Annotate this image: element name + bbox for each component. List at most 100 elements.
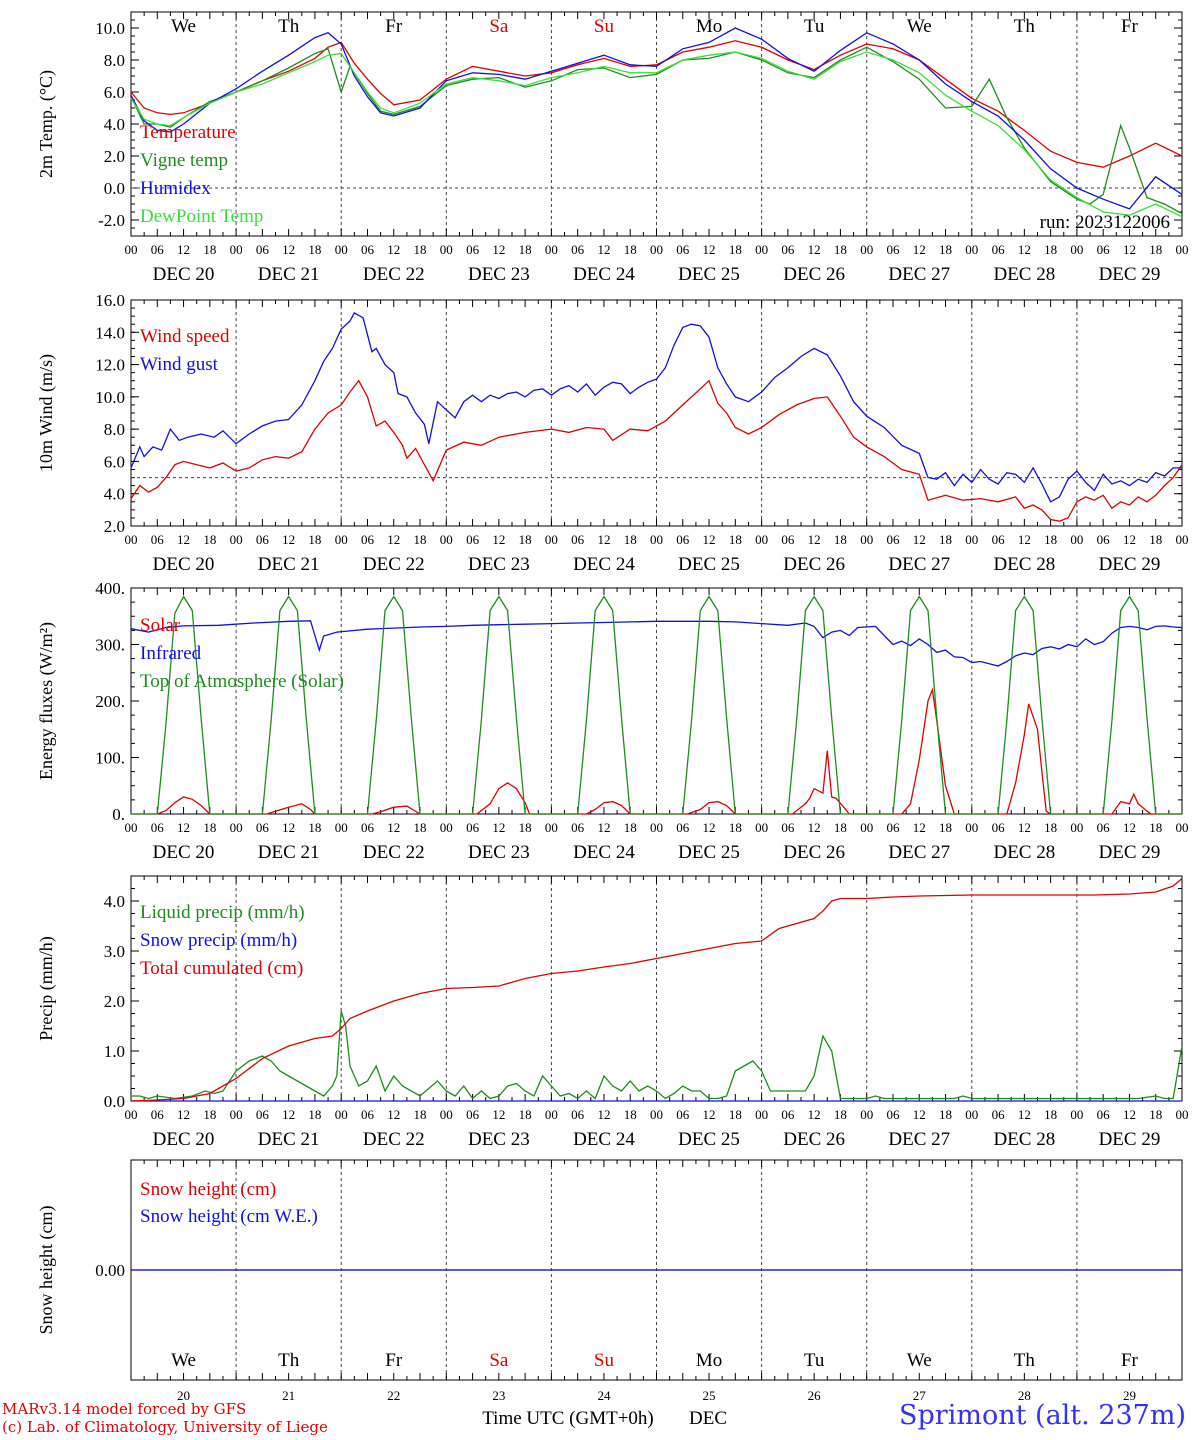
hour-tick-label: 06 [781,242,795,257]
hour-tick-label: 12 [913,532,926,547]
day-of-week-label: Th [1014,1350,1036,1371]
day-of-week-label: Fr [385,16,403,37]
hour-tick-label: 00 [1176,532,1189,547]
hour-tick-label: 00 [335,1107,348,1122]
hour-tick-label: 06 [361,820,375,835]
date-label: DEC 26 [783,264,845,285]
hour-tick-label: 06 [571,242,585,257]
hour-tick-label: 00 [230,1107,243,1122]
hour-tick-label: 00 [650,242,663,257]
panel-5: 0.00 Snow height (cm) Snow height (cm) Snow… [36,1159,1183,1429]
date-label: DEC 23 [468,264,530,285]
hour-tick-label: 06 [466,242,480,257]
hour-tick-label: 00 [125,242,138,257]
hour-tick-label: 00 [230,242,243,257]
hour-tick-label: 06 [571,1107,585,1122]
hour-tick-label: 06 [151,820,165,835]
date-label: DEC 29 [1099,264,1161,285]
hour-tick-label: 06 [256,1107,270,1122]
day-number-label: 27 [913,1388,927,1403]
hour-tick-label: 18 [624,820,637,835]
y-tick-label: 14.0 [95,323,125,342]
series-line [131,687,1182,815]
hour-tick-label: 12 [492,1107,505,1122]
hour-tick-label: 12 [282,1107,295,1122]
y-tick-label: 2.0 [104,992,125,1011]
hour-tick-label: 06 [256,532,270,547]
hour-tick-label: 00 [335,820,348,835]
hour-tick-label: 12 [387,532,400,547]
legend-entry: Total cumulated (cm) [140,958,303,979]
day-of-week-label: We [907,1350,932,1371]
y-tick-label: 4.0 [104,485,125,504]
y-tick-label: 6.0 [104,83,125,102]
y-axis-title: Precip (mm/h) [36,936,57,1040]
hour-tick-label: 18 [939,1107,952,1122]
hour-tick-label: 18 [1149,820,1162,835]
legend-entry: Wind speed [140,326,230,347]
y-tick-label: 3.0 [104,942,125,961]
hour-tick-label: 18 [414,1107,427,1122]
date-label: DEC 21 [258,264,320,285]
hour-tick-label: 00 [1070,1107,1083,1122]
hour-tick-label: 12 [1018,242,1031,257]
hour-tick-label: 12 [282,242,295,257]
hour-tick-label: 00 [440,242,453,257]
day-number-label: 25 [703,1388,716,1403]
hour-tick-label: 12 [808,820,821,835]
hour-tick-label: 12 [913,820,926,835]
model-credit: MARv3.14 model forced by GFS (c) Lab. of… [2,1400,328,1436]
hour-tick-label: 06 [151,532,165,547]
y-tick-label: 8.0 [104,51,125,70]
hour-tick-label: 06 [1097,532,1111,547]
hour-tick-label: 12 [703,532,716,547]
hour-tick-label: 00 [860,820,873,835]
hour-tick-label: 06 [1097,820,1111,835]
hour-tick-label: 18 [1044,242,1057,257]
date-label: DEC 28 [993,554,1055,575]
y-tick-label: 2.0 [104,517,125,536]
y-tick-label: 4.0 [104,115,125,134]
day-number-label: 28 [1018,1388,1031,1403]
panel-4: 0.0 1.0 2.0 3.0 4.0 Precip (mm/h) Liquid preci… [36,875,1189,1150]
hour-tick-label: 12 [387,820,400,835]
hour-tick-label: 18 [834,242,847,257]
date-label: DEC 29 [1099,1129,1161,1150]
legend-entry: Top of Atmosphere (Solar) [140,671,344,692]
hour-tick-label: 06 [886,242,900,257]
hour-tick-label: 12 [808,242,821,257]
hour-tick-label: 00 [440,820,453,835]
date-label: DEC 25 [678,554,740,575]
day-of-week-label: Th [278,16,300,37]
date-label: DEC 21 [258,1129,320,1150]
hour-tick-label: 12 [1123,532,1136,547]
date-label: DEC 24 [573,264,635,285]
day-number-label: 20 [177,1388,190,1403]
hour-tick-label: 06 [466,532,480,547]
hour-tick-label: 06 [676,1107,690,1122]
hour-tick-label: 18 [308,242,321,257]
hour-tick-label: 12 [177,532,190,547]
x-axis-title: Time UTC (GMT+0h) [482,1408,654,1429]
hour-tick-label: 06 [151,1107,165,1122]
date-label: DEC 24 [573,554,635,575]
hour-tick-label: 06 [256,242,270,257]
day-number-label: 22 [387,1388,400,1403]
hour-tick-label: 12 [1018,1107,1031,1122]
day-of-week-label: Fr [385,1350,403,1371]
date-label: DEC 26 [783,1129,845,1150]
hour-tick-label: 18 [414,242,427,257]
hour-tick-label: 12 [492,820,505,835]
date-label: DEC 20 [153,264,215,285]
day-number-label: 29 [1123,1388,1136,1403]
day-of-week-label: Tu [804,16,825,37]
hour-tick-label: 00 [965,242,978,257]
run-annotation: run: 2023122006 [1040,212,1170,233]
hour-tick-label: 18 [729,1107,742,1122]
hour-tick-label: 18 [729,242,742,257]
legend-entry: Wind gust [140,354,219,375]
hour-tick-label: 18 [414,820,427,835]
date-label: DEC 22 [363,842,425,863]
day-of-week-label: Sa [489,16,509,37]
